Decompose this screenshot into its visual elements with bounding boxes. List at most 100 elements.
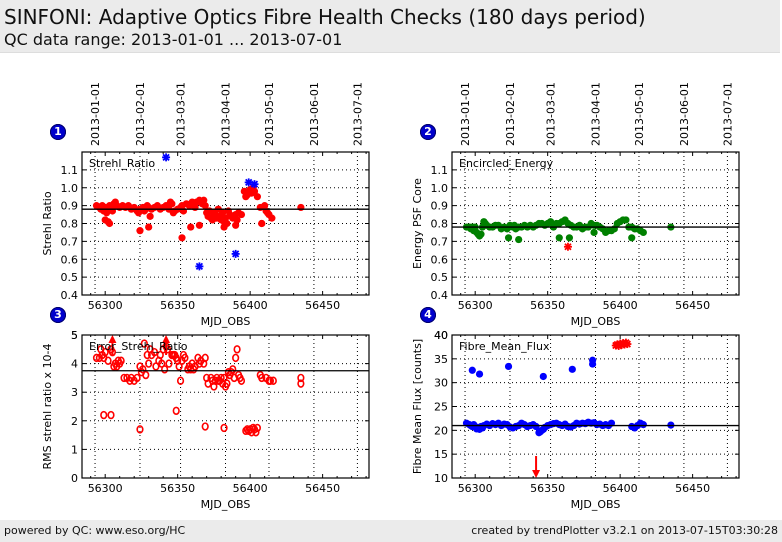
- series-good: [92, 184, 305, 242]
- data-point: [136, 227, 144, 235]
- data-point: [220, 223, 228, 231]
- y-tick-label: 35: [434, 353, 448, 366]
- x-tick-label: 56300: [88, 482, 123, 495]
- data-point: [622, 216, 630, 224]
- data-point: [100, 410, 108, 420]
- x-tick-label: 56350: [530, 482, 565, 495]
- data-point: [146, 212, 154, 220]
- date-tick-label: 2013-03-01: [175, 82, 188, 146]
- data-point: [165, 359, 173, 368]
- data-point: [297, 373, 305, 383]
- y-tick-label: 20: [434, 424, 448, 437]
- data-point: [477, 230, 485, 238]
- y-axis-label: Energy PSF Core: [411, 178, 424, 269]
- data-point: [539, 372, 547, 381]
- x-tick-label: 56450: [675, 299, 710, 312]
- y-tick-label: 5: [71, 329, 78, 342]
- star-stroke: [623, 340, 632, 348]
- y-tick-label: 1.0: [431, 182, 449, 195]
- chart-title: Encircled_Energy: [459, 157, 554, 170]
- data-point: [162, 153, 171, 162]
- y-tick-label: 40: [434, 329, 448, 342]
- date-tick-label: 2013-01-01: [459, 82, 472, 146]
- data-point: [195, 262, 204, 271]
- arrow-head: [108, 335, 117, 343]
- data-point: [172, 406, 180, 415]
- data-point: [532, 422, 540, 431]
- date-tick-label: 2013-05-01: [633, 82, 646, 146]
- plot-frame: [451, 334, 740, 479]
- series-good: [462, 216, 675, 244]
- date-tick-label: 2013-07-01: [721, 82, 734, 146]
- page-header: SINFONI: Adaptive Optics Fibre Health Ch…: [0, 0, 780, 53]
- y-tick-label: 25: [434, 401, 448, 414]
- y-tick-label: 0.7: [61, 235, 79, 248]
- y-tick-label: 0.9: [61, 200, 79, 213]
- created-by-text: created by trendPlotter v3.2.1 on 2013-0…: [471, 524, 778, 537]
- y-tick-label: 0.7: [431, 235, 449, 248]
- data-point: [237, 376, 246, 385]
- date-tick-label: 2013-06-01: [678, 82, 691, 146]
- data-point: [187, 223, 195, 231]
- plot-frame: [81, 151, 370, 296]
- y-tick-label: 0.6: [61, 253, 79, 266]
- x-tick-label: 56450: [305, 482, 340, 495]
- data-point: [105, 219, 114, 228]
- data-point: [297, 379, 305, 388]
- page-footer: powered by QC: www.eso.org/HC created by…: [0, 520, 782, 542]
- data-point: [201, 202, 209, 210]
- data-point: [253, 423, 261, 433]
- x-tick-label: 56400: [233, 482, 268, 495]
- plot-frame: [451, 151, 740, 296]
- series-out-of-range-lower: [532, 456, 541, 478]
- data-point: [101, 347, 109, 357]
- data-point: [92, 353, 101, 363]
- data-point: [201, 422, 209, 431]
- y-axis-label: RMS strehl ratio x 10-4: [41, 343, 54, 469]
- data-point: [231, 249, 240, 258]
- data-point: [589, 360, 597, 368]
- chart-panel-2: 2013-01-01 2013-02-01 2013-03-01 2013-04-01…: [411, 82, 740, 328]
- data-point: [163, 345, 172, 354]
- panel-badge-3: 3: [50, 307, 66, 323]
- data-layer: [92, 335, 305, 437]
- chart-title: Strehl_Ratio: [89, 157, 155, 170]
- chart-title: Fibre_Mean_Flux: [459, 340, 550, 353]
- data-point: [145, 223, 153, 231]
- data-point: [220, 423, 228, 433]
- series-outlier: [563, 242, 572, 251]
- star-stroke: [232, 250, 240, 258]
- date-tick-label: 2013-04-01: [220, 82, 233, 146]
- data-point: [140, 339, 148, 348]
- data-point: [639, 228, 647, 237]
- x-tick-label: 56300: [458, 299, 493, 312]
- data-point: [258, 373, 266, 383]
- data-point: [568, 365, 576, 373]
- arrow-head: [532, 470, 541, 478]
- out-of-range-arrow-up: [162, 335, 171, 355]
- x-tick-label: 56300: [88, 299, 123, 312]
- data-point: [250, 180, 259, 189]
- out-of-range-arrow-down: [532, 456, 541, 478]
- data-point: [258, 219, 266, 228]
- data-point: [468, 366, 476, 374]
- data-point: [117, 356, 125, 365]
- data-point: [297, 203, 305, 212]
- x-axis-label: MJD_OBS: [201, 498, 251, 511]
- y-tick-label: 1.1: [431, 164, 449, 177]
- y-tick-label: 0.5: [431, 271, 449, 284]
- y-tick-label: 1.1: [61, 164, 79, 177]
- data-point: [590, 228, 598, 237]
- plot-frame: [81, 334, 370, 479]
- data-point: [232, 353, 240, 363]
- x-tick-label: 56450: [305, 299, 340, 312]
- date-tick-label: 2013-06-01: [308, 82, 321, 146]
- y-tick-label: 2: [71, 415, 78, 428]
- data-point: [219, 209, 227, 217]
- y-tick-label: 4: [71, 358, 78, 371]
- data-point: [201, 353, 209, 363]
- date-tick-label: 2013-02-01: [134, 82, 147, 146]
- series-out-of-range-upper: [108, 335, 171, 355]
- y-tick-label: 30: [434, 377, 448, 390]
- y-tick-label: 0: [71, 472, 78, 485]
